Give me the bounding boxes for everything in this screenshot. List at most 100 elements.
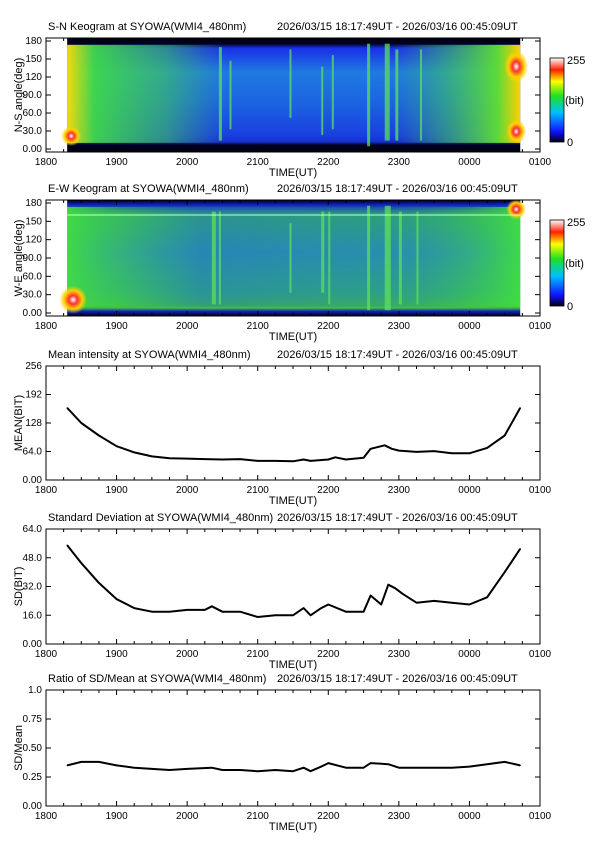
- data-point: [320, 607, 322, 609]
- panel-sn-keogram: S-N Keogram at SYOWA(WMI4_480nm) 2026/03/…: [13, 21, 585, 179]
- x-axis-label: TIME(UT): [269, 331, 317, 343]
- x-tick-label: 0000: [458, 157, 481, 168]
- y-tick-label: 128: [25, 418, 42, 429]
- x-tick-label: 1800: [35, 321, 58, 332]
- series-line: [66, 544, 522, 618]
- x-tick-label: 2200: [317, 811, 340, 822]
- y-tick-label: 180: [25, 36, 42, 47]
- data-point: [204, 458, 206, 460]
- auroral-arc: [218, 211, 221, 305]
- data-point: [310, 460, 312, 462]
- plot-frame: [45, 528, 541, 645]
- panel-ew-keogram: E-W Keogram at SYOWA(WMI4_480nm) 2026/03/…: [13, 183, 585, 343]
- x-tick-label: 1900: [105, 157, 128, 168]
- data-point: [302, 607, 305, 609]
- keogram-twilight-glow: [67, 206, 521, 307]
- x-tick-label: 1900: [105, 321, 128, 332]
- auroral-arc: [321, 66, 324, 135]
- data-point: [310, 614, 312, 616]
- data-point: [211, 605, 213, 607]
- keogram-hot-corner: [59, 285, 88, 314]
- data-point: [327, 603, 329, 606]
- colorbar: [549, 219, 565, 307]
- x-axis-label: TIME(UT): [269, 495, 317, 507]
- data-point: [80, 562, 82, 564]
- colorbar-max-label: 255: [567, 217, 585, 229]
- keogram-hot-corner: [504, 50, 529, 83]
- x-tick-label: 1800: [35, 811, 58, 822]
- auroral-arc: [420, 49, 423, 141]
- plot-frame: [45, 365, 541, 481]
- auroral-arc: [331, 55, 334, 130]
- x-tick-label: 2200: [317, 157, 340, 168]
- x-tick-label: 2000: [176, 321, 199, 332]
- x-tick-label: 0000: [458, 485, 481, 496]
- y-tick-label: 256: [25, 361, 42, 372]
- data-point: [387, 584, 389, 586]
- data-point: [345, 458, 347, 461]
- colorbar-unit-label: (bit): [565, 95, 584, 107]
- x-tick-label: 2100: [247, 811, 270, 822]
- data-point: [274, 614, 276, 616]
- x-tick-label: 0000: [458, 811, 481, 822]
- data-point: [519, 407, 521, 409]
- y-tick-label: 0.00: [23, 475, 43, 486]
- data-point: [80, 422, 82, 424]
- x-tick-label: 1800: [35, 485, 58, 496]
- x-tick-label: 2200: [317, 485, 340, 496]
- y-tick-label: 90.0: [23, 90, 43, 101]
- y-tick-label: 150: [25, 54, 42, 65]
- data-point: [274, 769, 276, 771]
- panel-title: Ratio of SD/Mean at SYOWA(WMI4_480nm): [48, 673, 266, 685]
- data-point: [519, 764, 521, 767]
- y-axis-label: SD/Mean: [13, 725, 25, 771]
- panel-mean-intensity: Mean intensity at SYOWA(WMI4_480nm) 2026/…: [13, 349, 552, 507]
- data-point: [98, 434, 100, 437]
- data-point: [168, 769, 171, 771]
- y-tick-label: 32.0: [23, 582, 43, 593]
- y-tick-label: 1.0: [28, 685, 42, 696]
- x-tick-label: 2000: [176, 649, 199, 660]
- auroral-arc: [229, 60, 232, 130]
- data-point: [98, 582, 100, 584]
- y-tick-label: 30.0: [23, 290, 43, 301]
- data-point: [433, 600, 435, 602]
- x-axis-label: TIME(UT): [269, 167, 317, 179]
- time-range: 2026/03/15 18:17:49UT - 2026/03/16 00:45…: [277, 673, 518, 685]
- keogram-hot-corner: [506, 199, 527, 220]
- time-range: 2026/03/15 18:17:49UT - 2026/03/16 00:45…: [277, 183, 518, 195]
- data-point: [387, 763, 389, 765]
- plot-frame: [45, 689, 541, 807]
- y-tick-label: 30.0: [23, 126, 43, 137]
- auroral-arc: [395, 49, 399, 141]
- data-point: [362, 767, 365, 769]
- data-point: [362, 457, 365, 459]
- data-point: [257, 460, 259, 462]
- x-tick-label: 2300: [388, 157, 411, 168]
- y-tick-label: 0.25: [23, 772, 43, 783]
- y-tick-label: 64.0: [23, 524, 43, 535]
- x-tick-label: 1900: [105, 811, 128, 822]
- auroral-arc: [289, 49, 292, 118]
- x-tick-label: 2300: [388, 321, 411, 332]
- x-tick-label: 0100: [529, 811, 552, 822]
- data-point: [504, 761, 506, 763]
- data-point: [327, 762, 329, 764]
- data-point: [345, 611, 347, 613]
- y-tick-label: 60.0: [23, 108, 43, 119]
- x-tick-label: 2200: [317, 649, 340, 660]
- data-point: [334, 456, 336, 458]
- data-point: [504, 571, 506, 573]
- data-point: [320, 765, 322, 768]
- y-tick-label: 0.00: [23, 308, 43, 319]
- data-point: [504, 434, 506, 437]
- panel-sd-mean-ratio: Ratio of SD/Mean at SYOWA(WMI4_480nm) 202…: [13, 673, 552, 833]
- x-tick-label: 2100: [247, 485, 270, 496]
- data-point: [327, 458, 329, 461]
- y-tick-label: 16.0: [23, 610, 43, 621]
- data-point: [486, 447, 488, 449]
- auroral-arc: [289, 223, 292, 293]
- time-range: 2026/03/15 18:17:49UT - 2026/03/16 00:45…: [277, 512, 518, 524]
- data-point: [310, 770, 312, 772]
- x-tick-label: 2300: [388, 485, 411, 496]
